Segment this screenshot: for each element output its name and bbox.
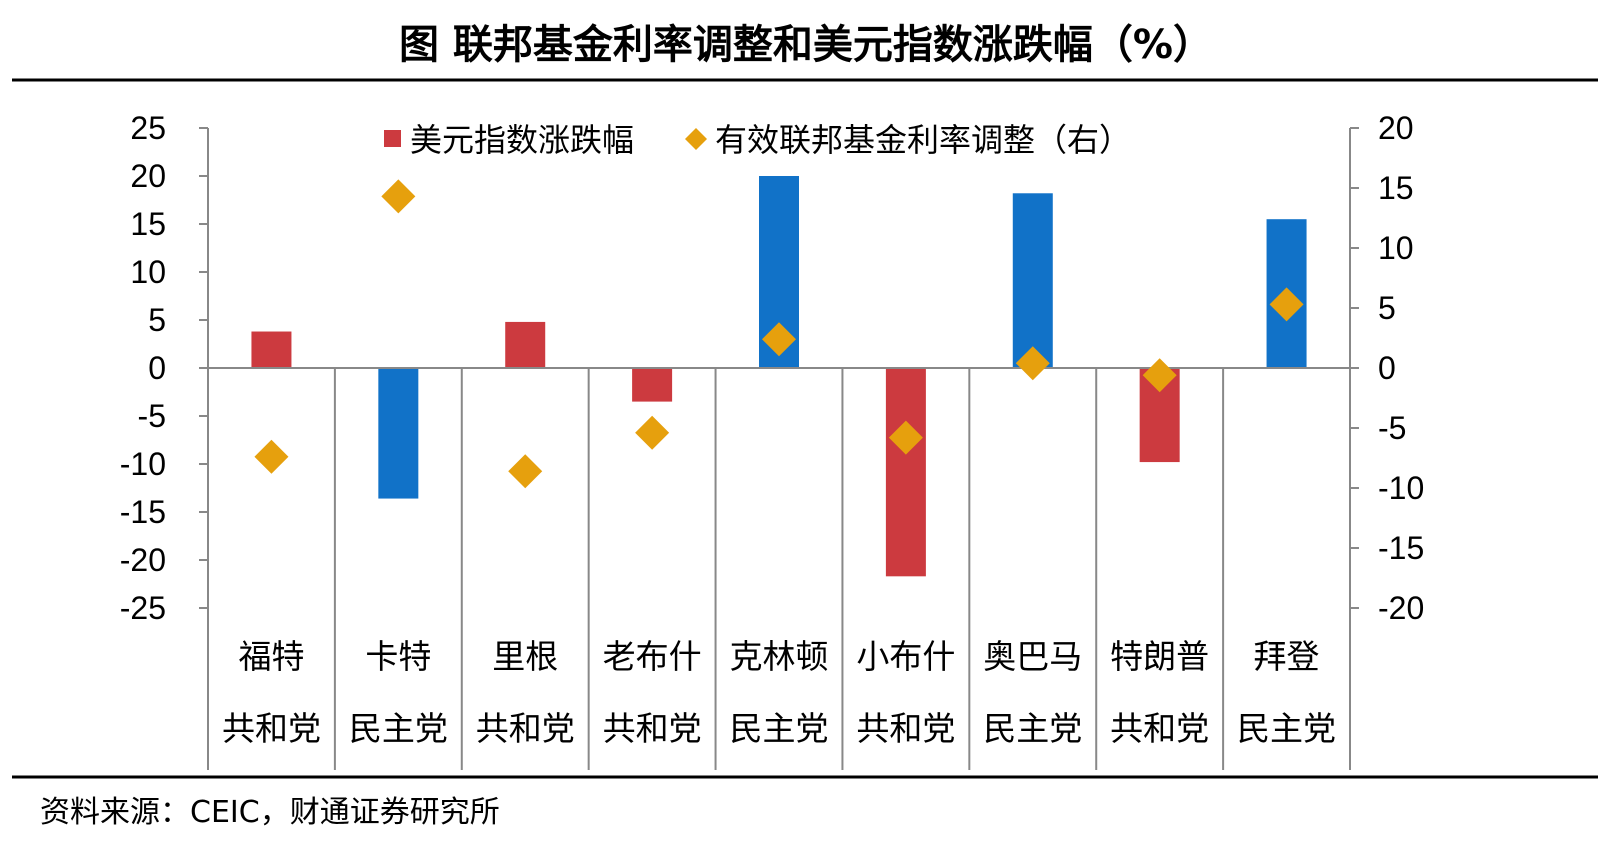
bar-usd-index xyxy=(378,368,419,499)
right-axis-tick-label: 0 xyxy=(1378,350,1396,386)
right-axis-tick-label: -10 xyxy=(1378,470,1424,506)
marker-fed-rate xyxy=(635,415,670,450)
category-label-name: 克林顿 xyxy=(730,637,829,676)
category-label-party: 民主党 xyxy=(730,709,829,748)
plot-area: 25 20 15 10 5 0 -5 -10 -15 -20 -25 20 15 10 5 0 -5 -10 -15… xyxy=(120,110,1424,770)
left-axis-tick-label: 15 xyxy=(130,206,166,242)
category-label-name: 拜登 xyxy=(1254,637,1320,676)
category-label-name: 里根 xyxy=(492,637,558,676)
right-axis-tick-label: 15 xyxy=(1378,170,1414,206)
left-axis-tick-label: -20 xyxy=(120,542,166,578)
marker-fed-rate xyxy=(1142,358,1177,393)
category-label-name: 小布什 xyxy=(856,637,955,676)
bar-usd-index xyxy=(505,321,546,368)
left-axis-tick-label: -25 xyxy=(120,590,166,626)
category-label-party: 民主党 xyxy=(349,709,448,748)
category-label-party: 民主党 xyxy=(1237,709,1336,748)
left-axis-tick-label: 0 xyxy=(148,350,166,386)
category-label-name: 奥巴马 xyxy=(983,637,1082,676)
category-label-name: 特朗普 xyxy=(1110,637,1209,676)
left-axis-tick-label: 20 xyxy=(130,158,166,194)
right-axis-tick-label: -5 xyxy=(1378,410,1406,446)
category-label-party: 共和党 xyxy=(476,709,575,748)
bar-usd-index xyxy=(1012,193,1053,368)
legend-label-fed-rate: 有效联邦基金利率调整（右） xyxy=(715,121,1131,159)
marker-fed-rate xyxy=(888,420,923,455)
marker-fed-rate xyxy=(762,322,796,357)
legend: 美元指数涨跌幅 有效联邦基金利率调整（右） xyxy=(384,121,1131,159)
chart-title: 图 联邦基金利率调整和美元指数涨跌幅（%） xyxy=(399,22,1213,68)
category-label-party: 共和党 xyxy=(222,709,321,748)
category-label-party: 共和党 xyxy=(603,709,702,748)
right-axis-tick-label: 20 xyxy=(1378,110,1414,146)
category-label-party: 民主党 xyxy=(983,709,1082,748)
left-axis-tick-label: -15 xyxy=(120,494,166,530)
bar-usd-index xyxy=(251,331,292,368)
left-axis-tick-label: 10 xyxy=(130,254,166,290)
right-axis-tick-label: -15 xyxy=(1378,530,1424,566)
bar-usd-index xyxy=(885,368,926,577)
category-label-name: 卡特 xyxy=(365,637,431,676)
legend-label-usd-index: 美元指数涨跌幅 xyxy=(410,121,634,159)
left-axis-tick-label: 25 xyxy=(130,110,166,146)
left-axis-tick-label: -10 xyxy=(120,446,166,482)
marker-fed-rate xyxy=(508,454,543,489)
marker-fed-rate xyxy=(381,179,416,214)
marker-fed-rate xyxy=(1269,287,1304,322)
left-axis-tick-label: -5 xyxy=(138,398,166,434)
right-axis-tick-label: 10 xyxy=(1378,230,1414,266)
right-axis-tick-label: -20 xyxy=(1378,590,1424,626)
category-label-name: 老布什 xyxy=(603,637,702,676)
legend-marker-fed-rate xyxy=(685,128,707,150)
category-label-name: 福特 xyxy=(238,637,304,676)
marker-fed-rate xyxy=(254,439,289,474)
category-label-party: 共和党 xyxy=(1110,709,1209,748)
left-axis-tick-label: 5 xyxy=(148,302,166,338)
legend-swatch-usd-index xyxy=(384,130,401,147)
source-note: 资料来源：CEIC，财通证券研究所 xyxy=(40,795,500,830)
bar-usd-index xyxy=(632,368,673,402)
marker-fed-rate xyxy=(1015,346,1050,381)
category-label-party: 共和党 xyxy=(856,709,955,748)
right-axis-tick-label: 5 xyxy=(1378,290,1396,326)
